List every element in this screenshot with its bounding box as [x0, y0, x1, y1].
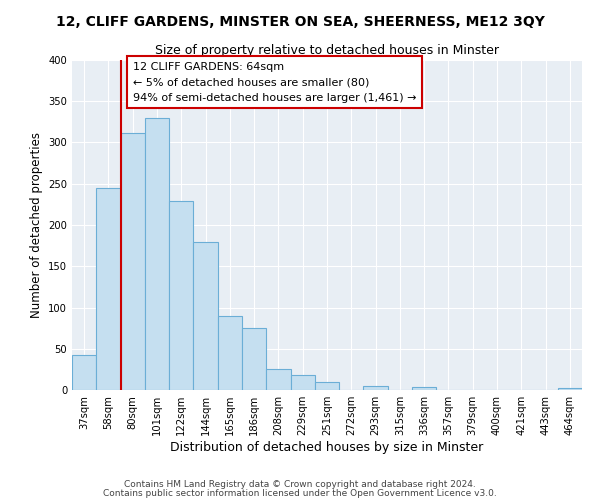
Title: Size of property relative to detached houses in Minster: Size of property relative to detached ho…: [155, 44, 499, 58]
Y-axis label: Number of detached properties: Number of detached properties: [29, 132, 43, 318]
Bar: [145, 118, 169, 390]
Bar: [169, 201, 193, 390]
Bar: [193, 242, 218, 390]
Text: Contains HM Land Registry data © Crown copyright and database right 2024.: Contains HM Land Registry data © Crown c…: [124, 480, 476, 489]
Bar: [242, 328, 266, 390]
Bar: [558, 388, 582, 390]
Bar: [96, 188, 121, 390]
Text: 12 CLIFF GARDENS: 64sqm
← 5% of detached houses are smaller (80)
94% of semi-det: 12 CLIFF GARDENS: 64sqm ← 5% of detached…: [133, 62, 416, 103]
X-axis label: Distribution of detached houses by size in Minster: Distribution of detached houses by size …: [170, 441, 484, 454]
Bar: [266, 370, 290, 390]
Bar: [290, 375, 315, 390]
Text: 12, CLIFF GARDENS, MINSTER ON SEA, SHEERNESS, ME12 3QY: 12, CLIFF GARDENS, MINSTER ON SEA, SHEER…: [56, 15, 544, 29]
Bar: [72, 354, 96, 390]
Bar: [315, 382, 339, 390]
Bar: [412, 386, 436, 390]
Bar: [364, 386, 388, 390]
Bar: [121, 134, 145, 390]
Text: Contains public sector information licensed under the Open Government Licence v3: Contains public sector information licen…: [103, 488, 497, 498]
Bar: [218, 316, 242, 390]
